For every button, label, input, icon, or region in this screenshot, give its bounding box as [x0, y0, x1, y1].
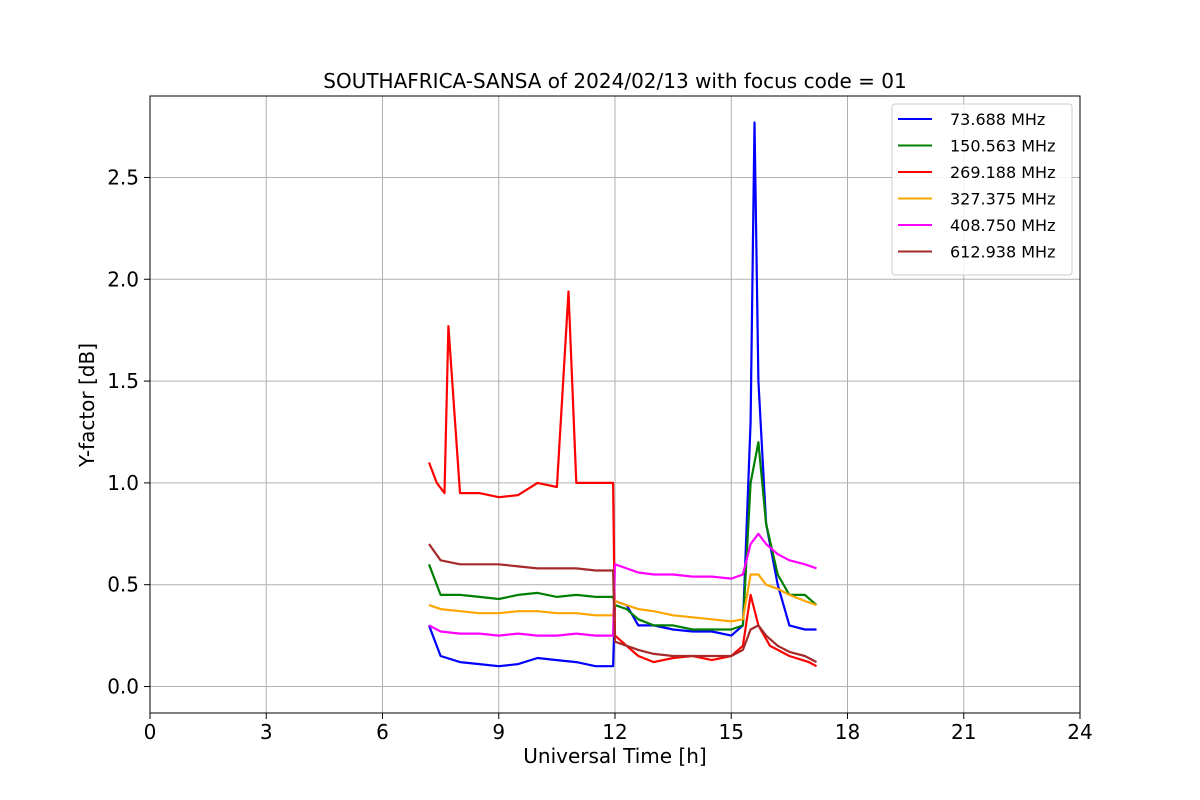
x-tick-label: 15 — [719, 720, 744, 744]
y-tick-label: 0.0 — [107, 675, 139, 699]
legend: 73.688 MHz 150.563 MHz 269.188 MHz 327.375 … — [891, 103, 1073, 276]
y-tick-label: 0.5 — [107, 573, 139, 597]
x-tick-label: 24 — [1067, 720, 1092, 744]
series-line-4 — [428, 573, 817, 623]
legend-label: 408.750 MHz — [950, 216, 1055, 235]
plot-area-frame — [149, 95, 1081, 714]
y-tick-label: 2.5 — [107, 165, 139, 189]
x-tick-label: 18 — [835, 720, 860, 744]
y-tick-label: 1.0 — [107, 471, 139, 495]
legend-box — [891, 103, 1073, 276]
x-tick-label: 9 — [492, 720, 505, 744]
series-line-5 — [428, 532, 817, 637]
legend-label: 327.375 MHz — [950, 190, 1055, 209]
x-tick-label: 21 — [951, 720, 976, 744]
legend-label: 150.563 MHz — [950, 137, 1055, 156]
legend-label: 612.938 MHz — [950, 243, 1055, 262]
x-tick-label: 12 — [602, 720, 627, 744]
y-tick-label: 2.0 — [107, 267, 139, 291]
x-axis-label: Universal Time [h] — [523, 744, 706, 768]
x-tick-label: 3 — [260, 720, 273, 744]
legend-label: 73.688 MHz — [950, 110, 1045, 129]
x-tick-label: 0 — [144, 720, 157, 744]
chart-title: SOUTHAFRICA-SANSA of 2024/02/13 with foc… — [323, 69, 907, 93]
series-layer — [427, 121, 818, 668]
series-line-6 — [428, 543, 818, 664]
y-tick-label: 1.5 — [107, 369, 139, 393]
axis-ticks: 0 3 6 9 12 15 18 21 24 0.0 0.5 1.0 1.5 2.0 2.5 — [107, 165, 1093, 744]
y-axis-label: Y-factor [dB] — [75, 343, 99, 468]
series-line-1 — [427, 121, 817, 668]
x-tick-label: 6 — [376, 720, 389, 744]
legend-label: 269.188 MHz — [950, 163, 1055, 182]
grid-lines — [149, 96, 1081, 713]
series-line-2 — [427, 441, 818, 631]
